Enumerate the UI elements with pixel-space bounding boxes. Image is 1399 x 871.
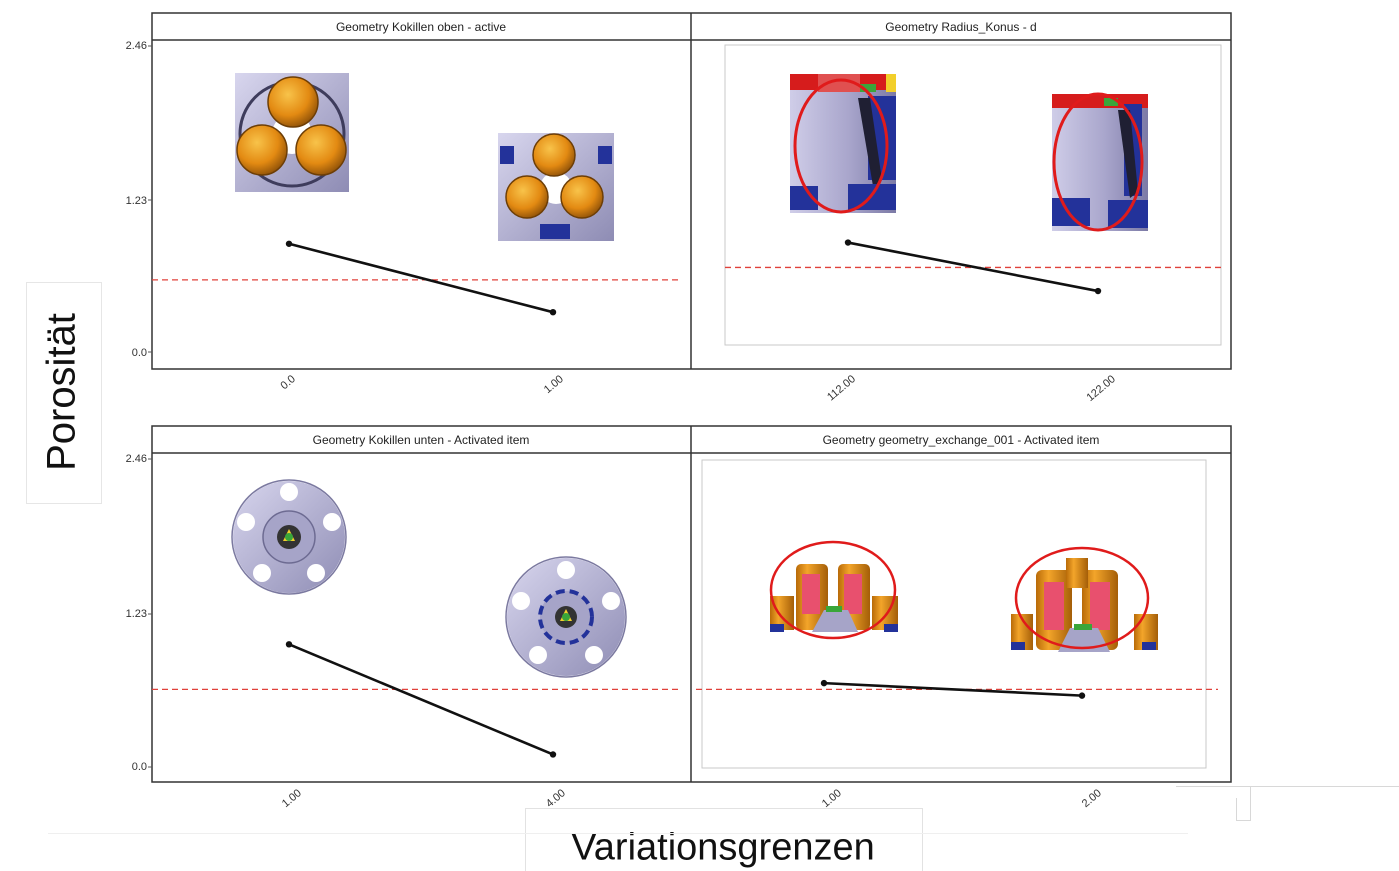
y-tick-label: 1.23	[126, 195, 147, 207]
y-axis-title-box	[26, 282, 102, 504]
data-point	[820, 679, 828, 687]
y-axis-row-1: 2.46 1.23 0.0	[126, 40, 147, 359]
x-tick-label: 4.00	[544, 787, 568, 810]
data-point	[1094, 287, 1102, 295]
panel-title-2: Geometry Radius_Konus - d	[885, 20, 1036, 34]
x-tick-label: 0.0	[278, 373, 297, 392]
panel-title-1: Geometry Kokillen oben - active	[336, 20, 506, 34]
inner-frames	[701, 44, 1222, 769]
y-tick-label: 2.46	[126, 453, 147, 465]
radius-cone-section-icon	[790, 74, 896, 214]
y-tick-label: 2.46	[126, 40, 147, 52]
geometry-exchange-core-icon	[769, 540, 898, 640]
geometry-exchange-core-icon	[1011, 546, 1158, 652]
panel-frames	[151, 12, 1232, 783]
y-axis-row-2: 2.46 1.23 0.0	[126, 453, 147, 773]
data-point	[285, 240, 293, 247]
scan-fragment	[1176, 782, 1399, 870]
panel-title-4: Geometry geometry_exchange_001 - Activat…	[823, 433, 1100, 447]
data-point	[1078, 692, 1086, 699]
series-line	[288, 643, 554, 756]
wheel-five-holes-blue-ring-icon	[505, 556, 627, 678]
panel-title-3: Geometry Kokillen unten - Activated item	[313, 433, 530, 447]
y-tick-marks	[148, 45, 152, 768]
x-tick-label: 1.00	[820, 787, 844, 810]
radius-cone-section-icon	[1052, 92, 1148, 232]
series-line	[823, 681, 1083, 697]
data-point	[844, 239, 852, 246]
data-layer	[152, 239, 1221, 758]
x-tick-label: 2.00	[1080, 787, 1104, 810]
series-line	[847, 241, 1099, 293]
data-point	[549, 308, 557, 316]
kokille-top-three-cores-blue-icon	[498, 133, 614, 241]
x-tick-label: 1.00	[542, 373, 566, 396]
y-tick-label: 0.0	[132, 761, 147, 773]
divider	[48, 833, 1188, 834]
kokille-top-three-cores-icon	[235, 73, 349, 192]
x-tick-label: 1.00	[280, 787, 304, 810]
y-tick-label: 1.23	[126, 608, 147, 620]
data-point	[549, 751, 557, 758]
x-tick-label: 122.00	[1084, 373, 1117, 404]
wheel-five-holes-icon	[231, 479, 347, 595]
x-tick-label: 112.00	[825, 373, 858, 403]
x-axis-title-box	[525, 808, 923, 871]
y-axis-title: Porosität	[39, 313, 84, 471]
series-line	[288, 242, 554, 314]
data-point	[285, 641, 293, 648]
y-tick-label: 0.0	[132, 347, 147, 359]
